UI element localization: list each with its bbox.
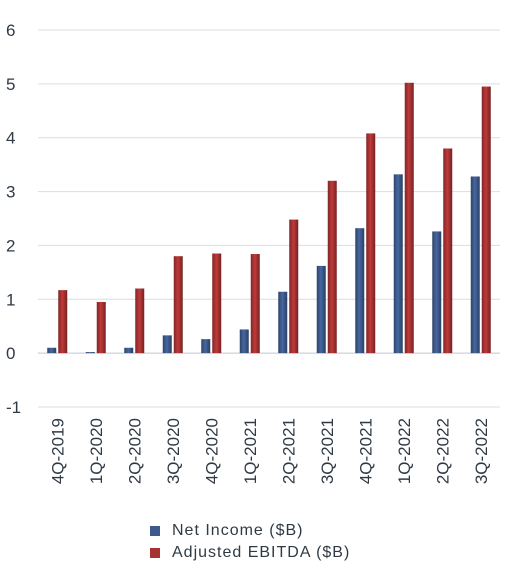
bar xyxy=(250,254,260,354)
x-tick-label: 4Q-2021 xyxy=(356,418,375,484)
legend-item-adjusted-ebitda: Adjusted EBITDA ($B) xyxy=(150,542,350,564)
x-tick-label: 2Q-2020 xyxy=(125,418,144,484)
bar xyxy=(443,148,453,354)
bar xyxy=(393,174,403,354)
y-tick-label: 1 xyxy=(6,290,15,309)
x-tick-label: 2Q-2021 xyxy=(279,418,298,484)
bar xyxy=(366,133,376,354)
bar xyxy=(404,82,414,354)
y-tick-label: 5 xyxy=(6,75,15,94)
x-tick-label: 3Q-2020 xyxy=(164,418,183,484)
legend: Net Income ($B) Adjusted EBITDA ($B) xyxy=(150,520,350,564)
x-tick-label: 1Q-2020 xyxy=(87,418,106,484)
x-tick-label: 1Q-2021 xyxy=(241,418,260,484)
bar xyxy=(327,180,337,354)
bar xyxy=(201,339,211,354)
x-tick-label: 4Q-2019 xyxy=(48,418,67,484)
bar xyxy=(135,288,145,354)
bar xyxy=(432,231,442,354)
legend-label-adjusted-ebitda: Adjusted EBITDA ($B) xyxy=(172,544,351,561)
legend-item-net-income: Net Income ($B) xyxy=(150,520,350,542)
bar xyxy=(212,253,222,354)
x-tick-label: 3Q-2021 xyxy=(318,418,337,484)
bar xyxy=(58,290,68,354)
bar xyxy=(278,291,288,354)
bar xyxy=(289,219,299,354)
y-tick-label: 2 xyxy=(6,236,15,255)
legend-label-net-income: Net Income ($B) xyxy=(172,522,304,539)
bar xyxy=(239,329,249,354)
y-tick-label: 3 xyxy=(6,183,15,202)
bar xyxy=(85,352,95,354)
bar xyxy=(470,176,480,354)
bar xyxy=(124,347,134,354)
bar xyxy=(481,86,491,354)
y-tick-label: -1 xyxy=(6,398,21,417)
legend-swatch-adjusted-ebitda xyxy=(150,548,160,558)
x-tick-label: 3Q-2022 xyxy=(472,418,491,484)
x-tick-label: 2Q-2022 xyxy=(433,418,452,484)
bar xyxy=(47,347,57,354)
bar xyxy=(162,335,172,354)
y-tick-label: 4 xyxy=(6,129,15,148)
x-tick-label: 4Q-2020 xyxy=(202,418,221,484)
legend-swatch-net-income xyxy=(150,526,160,536)
bar xyxy=(173,256,183,354)
x-tick-label: 1Q-2022 xyxy=(395,418,414,484)
y-tick-label: 0 xyxy=(6,344,15,363)
bar xyxy=(316,265,326,354)
y-tick-label: 6 xyxy=(6,21,15,40)
bar xyxy=(96,301,106,354)
bar xyxy=(355,228,365,354)
